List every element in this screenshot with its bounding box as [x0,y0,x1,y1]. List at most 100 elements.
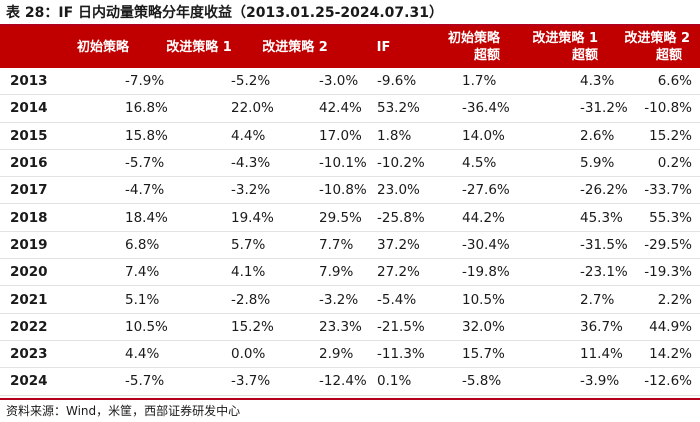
header-row: 初始策略 改进策略 1 改进策略 2 IF 初始策略 超额 改进策略 1 超额 … [0,26,700,68]
value-cell: 14.0% [424,122,522,150]
value-cell: 36.7% [522,313,623,341]
value-cell: 7.7% [247,231,353,260]
value-cell: -4.7% [55,176,164,205]
value-cell: 15.2% [620,122,700,150]
year-cell: 2016 [0,149,55,178]
year-cell: 2017 [0,176,55,205]
value-cell: 23.0% [343,176,424,205]
value-cell: 4.3% [522,68,620,96]
value-cell: -29.5% [620,231,700,260]
header-initial-excess: 初始策略 超额 [424,26,522,68]
header-year [0,26,55,68]
value-cell: -33.7% [620,176,700,205]
value-cell: 6.8% [55,231,159,260]
value-cell: -3.2% [247,285,358,314]
year-cell: 2021 [0,285,55,314]
value-cell: -5.7% [55,149,164,178]
value-cell: 1.8% [343,122,424,150]
value-cell: 10.5% [424,285,522,314]
value-cell: -31.2% [522,94,628,123]
value-cell: 27.2% [343,258,424,287]
value-cell: 16.8% [55,94,168,123]
value-cell: 37.2% [343,231,424,260]
value-cell: 15.8% [55,122,168,150]
value-cell: -10.8% [247,176,367,205]
value-cell: 1.7% [424,68,522,96]
value-cell: 53.2% [343,94,424,123]
value-cell: 14.2% [620,340,700,369]
value-cell: -5.7% [55,367,164,396]
value-cell: 42.4% [247,94,362,123]
value-cell: -27.6% [424,176,522,205]
value-cell: -5.8% [424,367,522,396]
table-row: 2014 16.8% 22.0% 42.4% 53.2% -36.4% -31.… [0,94,700,123]
year-cell: 2023 [0,340,55,369]
table-row: 2016 -5.7% -4.3% -10.1% -10.2% 4.5% 5.9%… [0,149,700,178]
value-cell: 0.2% [620,149,700,178]
value-cell: 55.3% [620,203,700,232]
year-cell: 2019 [0,231,55,260]
value-cell: 19.4% [151,203,274,232]
value-cell: 0.0% [151,340,265,369]
header-improved-1-excess-line2: 超额 [571,48,598,63]
value-cell: 17.0% [247,122,362,150]
value-cell: -21.5% [343,313,425,341]
value-cell: -12.4% [247,367,367,396]
value-cell: 18.4% [55,203,168,232]
value-cell: 11.4% [522,340,623,369]
value-cell: -3.2% [151,176,270,205]
value-cell: -11.3% [343,340,425,369]
header-improved-1-excess-line1: 改进策略 1 [532,31,598,46]
header-initial-excess-line2: 超额 [473,48,500,63]
value-cell: 4.1% [151,258,265,287]
value-cell: -7.9% [55,68,164,96]
value-cell: 22.0% [151,94,274,123]
table-header: 初始策略 改进策略 1 改进策略 2 IF 初始策略 超额 改进策略 1 超额 … [0,26,700,68]
value-cell: -36.4% [424,94,522,123]
header-improved-1-excess: 改进策略 1 超额 [522,26,620,68]
value-cell: -23.1% [522,258,628,287]
value-cell: -10.2% [343,149,425,178]
year-cell: 2018 [0,203,55,232]
table-row: 2021 5.1% -2.8% -3.2% -5.4% 10.5% 2.7% 2… [0,285,700,314]
value-cell: -25.8% [343,203,425,232]
value-cell: 2.6% [522,122,620,150]
value-cell: -31.5% [522,231,628,260]
value-cell: -5.4% [343,285,424,314]
value-cell: 0.1% [343,367,424,396]
source-note: 资料来源：Wind，米筐，西部证券研发中心 [6,404,241,418]
title-divider [0,24,700,26]
year-cell: 2015 [0,122,55,150]
value-cell: 7.9% [247,258,353,287]
year-cell: 2020 [0,258,55,287]
year-cell: 2013 [0,68,55,96]
value-cell: 2.7% [522,285,620,314]
header-if: IF [343,26,424,68]
table-row: 2022 10.5% 15.2% 23.3% -21.5% 32.0% 36.7… [0,313,700,341]
value-cell: -10.1% [247,149,367,178]
value-cell: 5.9% [522,149,620,178]
value-cell: 44.2% [424,203,522,232]
value-cell: -10.8% [620,94,700,123]
table-row: 2018 18.4% 19.4% 29.5% -25.8% 44.2% 45.3… [0,203,700,232]
value-cell: -19.3% [620,258,700,287]
header-improved-2-excess-line1: 改进策略 2 [624,31,690,46]
table-row: 2013 -7.9% -5.2% -3.0% -9.6% 1.7% 4.3% 6… [0,68,700,96]
table-row: 2015 15.8% 4.4% 17.0% 1.8% 14.0% 2.6% 15… [0,122,700,150]
value-cell: 5.1% [55,285,159,314]
value-cell: -19.8% [424,258,522,287]
value-cell: 15.2% [151,313,274,341]
year-cell: 2014 [0,94,55,123]
header-improved-2-excess: 改进策略 2 超额 [620,26,700,68]
table-row: 2020 7.4% 4.1% 7.9% 27.2% -19.8% -23.1% … [0,258,700,287]
value-cell: 4.4% [151,122,265,150]
year-cell: 2024 [0,367,55,396]
header-improved-strategy-1: 改进策略 1 [151,26,247,68]
year-cell: 2022 [0,313,55,341]
value-cell: 6.6% [620,68,700,96]
header-improved-strategy-2: 改进策略 2 [247,26,343,68]
value-cell: 7.4% [55,258,159,287]
value-cell: 2.9% [247,340,353,369]
header-improved-2-excess-line2: 超额 [655,48,682,63]
table-row: 2024 -5.7% -3.7% -12.4% 0.1% -5.8% -3.9%… [0,367,700,396]
